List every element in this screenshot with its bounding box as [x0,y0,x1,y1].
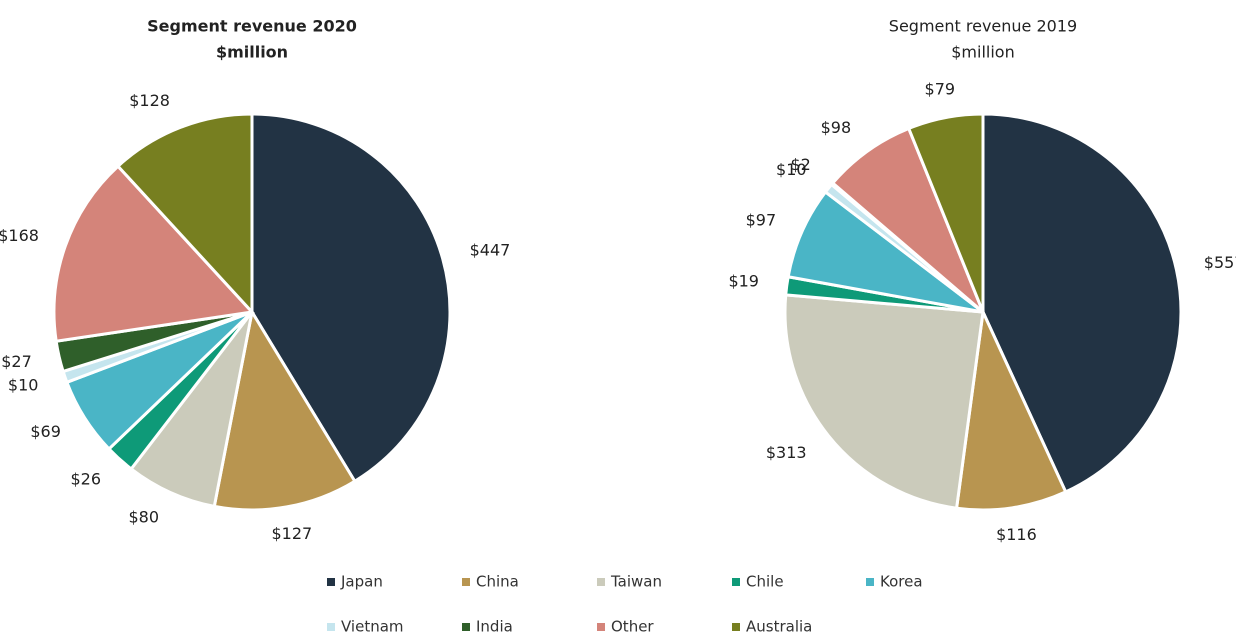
chart-subtitle: $million [951,43,1014,62]
legend-label: India [476,618,513,634]
data-label: $127 [271,524,312,543]
pie-slice [830,126,985,314]
data-label: $26 [70,470,101,489]
data-label: $69 [30,422,61,441]
data-label: $128 [129,91,170,110]
data-label: $80 [128,507,159,526]
data-label: $19 [728,272,759,291]
data-label: $79 [925,80,956,99]
chart-title: Segment revenue 2019 [889,17,1077,36]
data-label: $447 [470,241,511,260]
data-label: $27 [1,352,32,371]
data-label: $116 [996,525,1037,544]
legend-swatch [327,578,335,586]
data-label: $97 [746,210,777,229]
data-label: $2 [790,155,810,174]
legend-swatch [732,578,740,586]
pie-slice [212,307,357,512]
legend-label: Japan [340,573,383,591]
legend-swatch [462,623,470,631]
legend-swatch [866,578,874,586]
legend-label: Vietnam [341,618,404,634]
legend-label: Australia [746,618,812,634]
pie-slice [906,112,985,313]
chart-title: Segment revenue 2020 [147,17,357,36]
data-label: $98 [821,118,852,137]
data-label: $168 [0,226,39,245]
pie-slice [954,306,1068,512]
legend-swatch [462,578,470,586]
legend-swatch [597,578,605,586]
legend-label: China [476,573,519,591]
pie-slice [250,112,452,484]
legend-label: Chile [746,573,784,591]
legend-swatch [597,623,605,631]
legend-label: Other [611,618,654,634]
pie-slice [783,293,985,510]
data-label: $10 [776,160,807,179]
chart-subtitle: $million [216,43,288,62]
legend-label: Korea [880,573,923,591]
data-label: $10 [8,376,39,395]
data-label: $557 [1204,253,1236,272]
pie-slice [115,112,254,316]
legend-label: Taiwan [610,573,662,591]
data-label: $313 [766,443,807,462]
pie-slice [981,112,1183,494]
legend-swatch [732,623,740,631]
legend-swatch [327,623,335,631]
pie-slice [52,164,256,343]
